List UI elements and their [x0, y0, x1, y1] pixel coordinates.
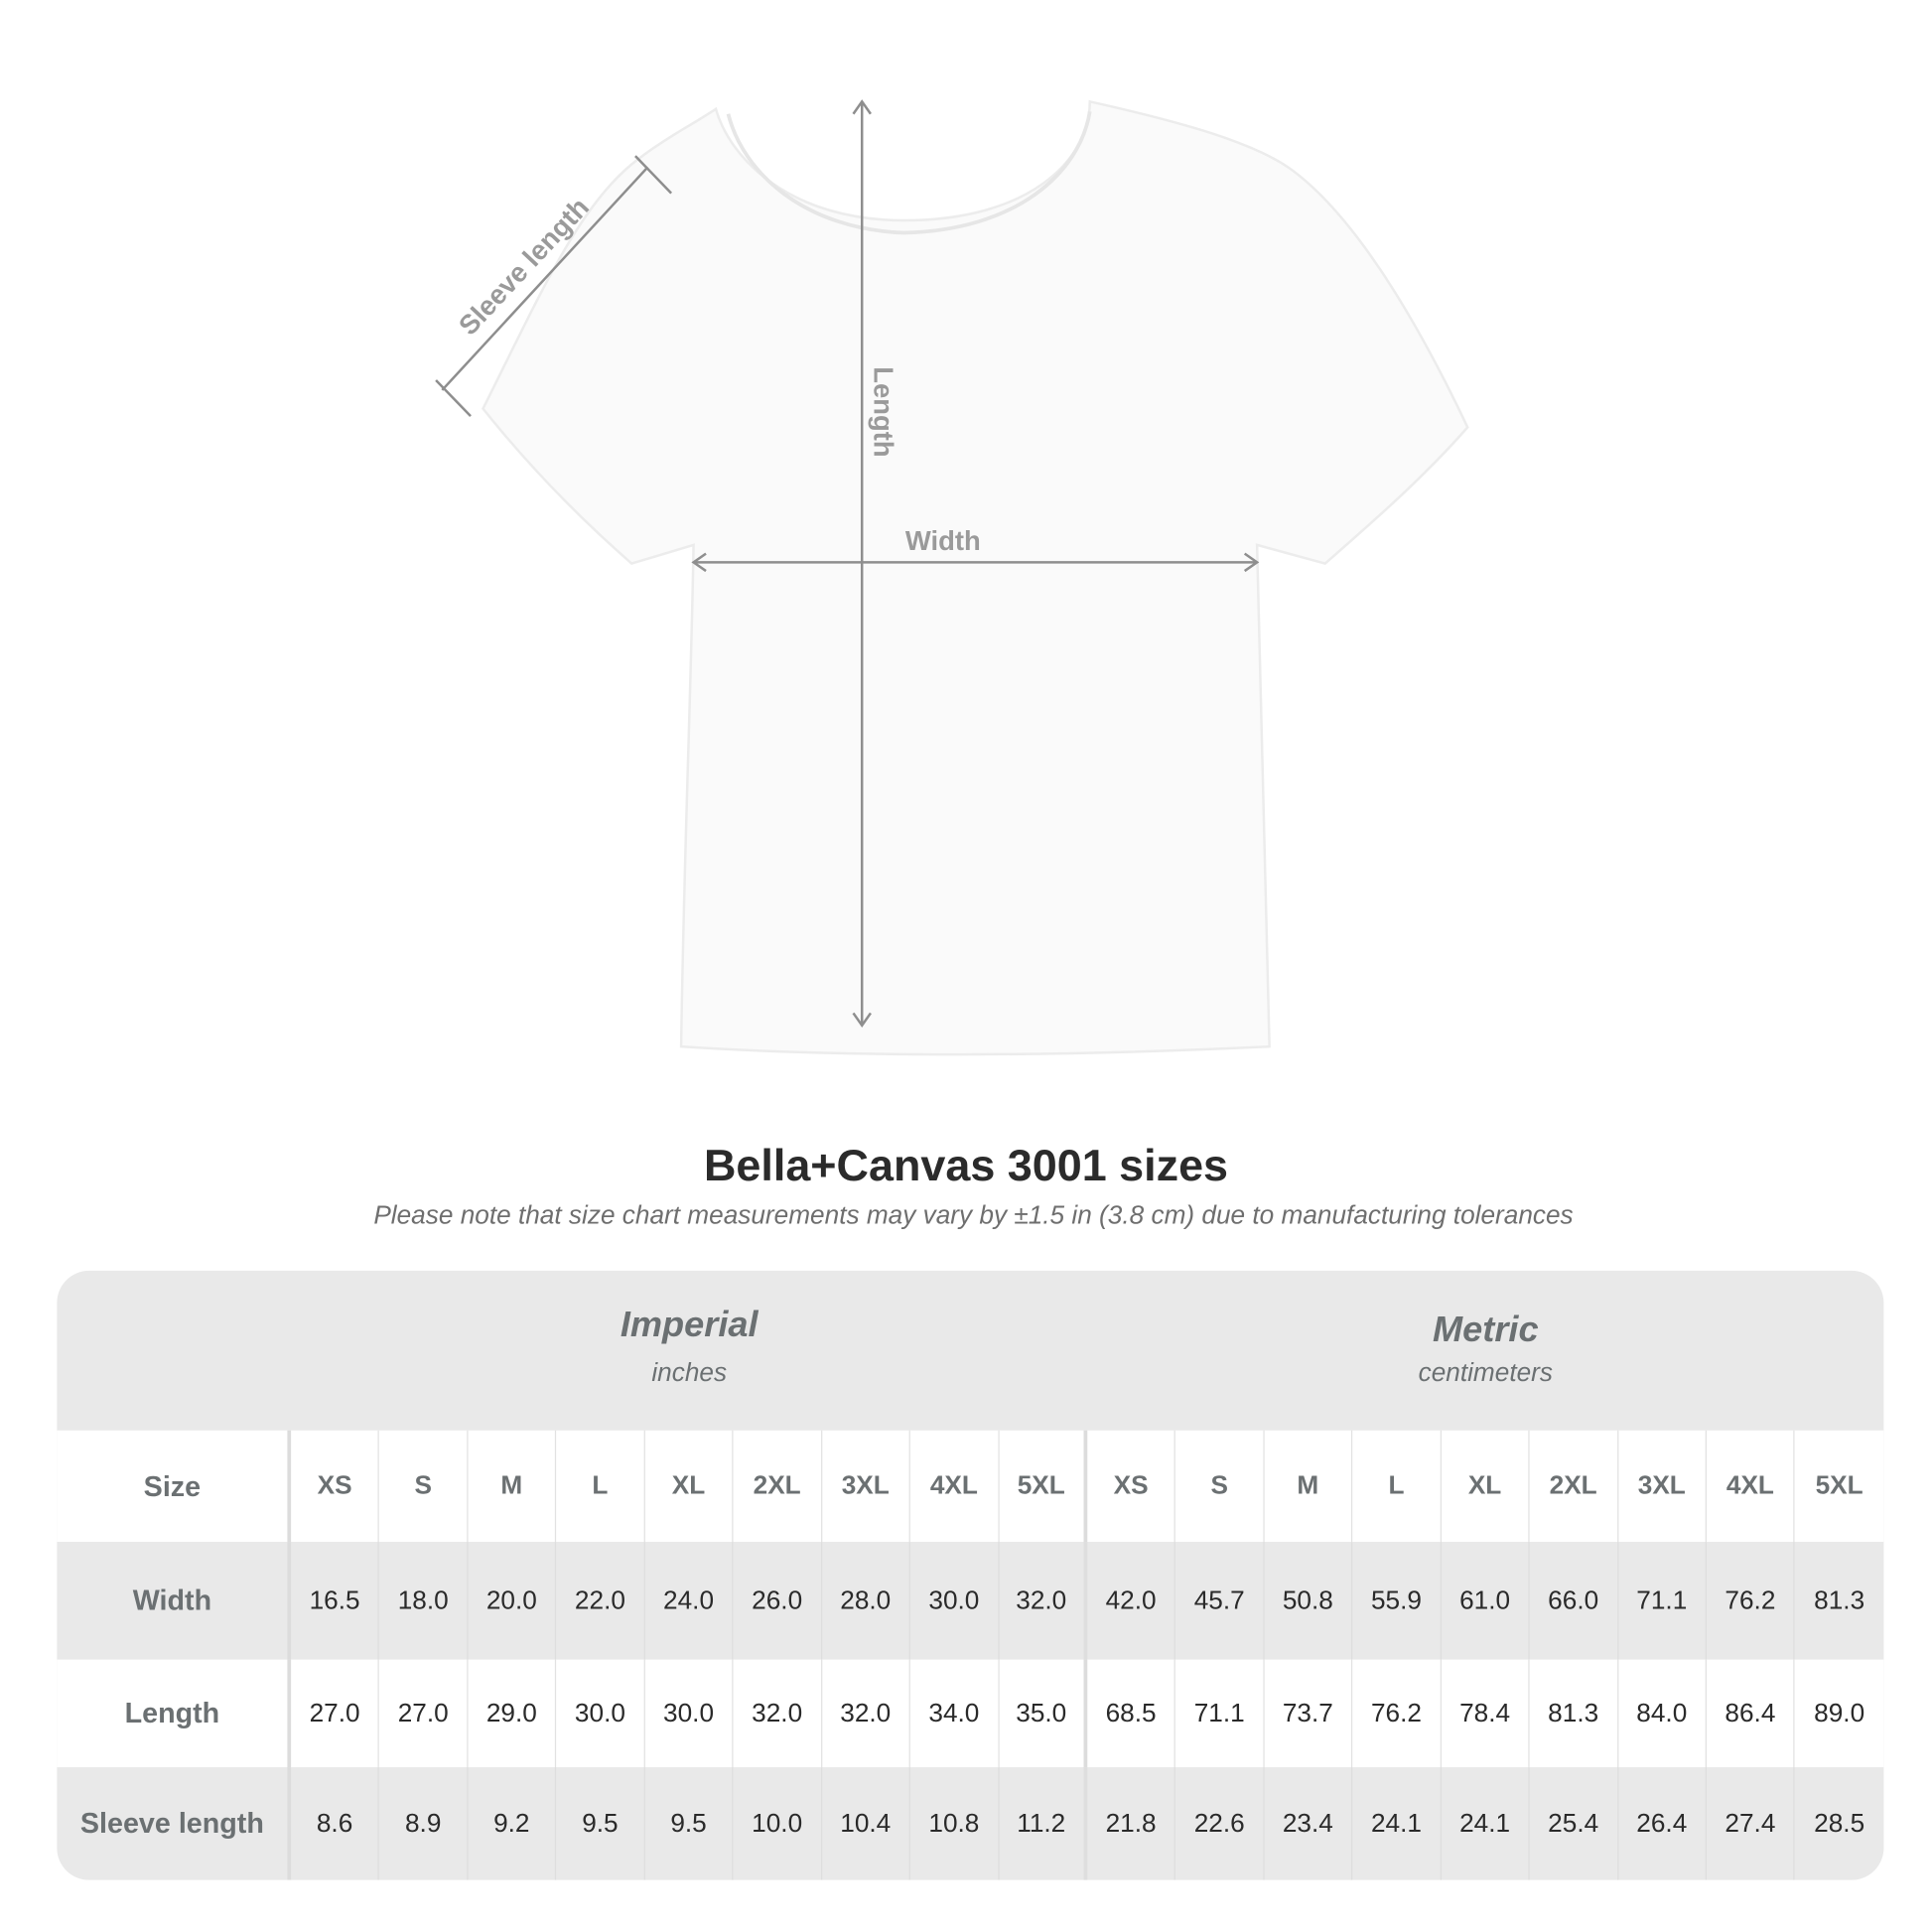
- table-cell: 66.0: [1530, 1542, 1618, 1660]
- row-label: Length: [57, 1659, 292, 1768]
- size-header-cell: XL: [1442, 1430, 1530, 1543]
- table-cell: 27.0: [291, 1659, 380, 1768]
- size-header-cell: 2XL: [1530, 1430, 1618, 1543]
- size-header-cell: 4XL: [1707, 1430, 1796, 1543]
- table-cell: 71.1: [1175, 1659, 1265, 1768]
- table-cell: 11.2: [999, 1767, 1088, 1880]
- table-cell: 24.0: [645, 1542, 734, 1660]
- table-cell: 10.8: [910, 1767, 1000, 1880]
- table-cell: 20.0: [468, 1542, 557, 1660]
- size-header-cell: 5XL: [1815, 1470, 1863, 1500]
- row-label: Size: [57, 1430, 292, 1543]
- size-header-cell: M: [1264, 1430, 1353, 1543]
- table-cell: 81.3: [1814, 1586, 1865, 1615]
- table-cell: 71.1: [1618, 1542, 1707, 1660]
- length-label: Length: [869, 366, 899, 457]
- table-cell: 50.8: [1264, 1542, 1353, 1660]
- table-cell: 45.7: [1175, 1542, 1265, 1660]
- sleeve-arrow: [441, 166, 649, 391]
- metric-unit: centimeters: [1418, 1358, 1553, 1388]
- table-cell: 8.6: [291, 1767, 380, 1880]
- chart-title: Bella+Canvas 3001 sizes: [703, 1139, 1229, 1190]
- table-cell: 21.8: [1087, 1767, 1176, 1880]
- table-cell: 84.0: [1618, 1659, 1707, 1768]
- table-cell: 30.0: [910, 1542, 1000, 1660]
- collar: [726, 110, 1092, 235]
- table-cell: 81.3: [1530, 1659, 1618, 1768]
- table-cell: 24.1: [1442, 1767, 1530, 1880]
- table-cell: 18.0: [379, 1542, 469, 1660]
- width-label: Width: [905, 525, 981, 556]
- table-cell: 30.0: [556, 1659, 645, 1768]
- table-cell: 78.4: [1442, 1659, 1530, 1768]
- size-table: Imperial inches Metric centimeters Size X…: [57, 1270, 1884, 1880]
- table-cell: 42.0: [1087, 1542, 1176, 1660]
- tshirt-diagram: Sleeve length Length Width: [435, 99, 1469, 1056]
- table-cell: 89.0: [1814, 1698, 1865, 1727]
- table-cell: 32.0: [822, 1659, 910, 1768]
- row-label: Sleeve length: [57, 1767, 292, 1880]
- metric-header: Metric centimeters: [1087, 1271, 1883, 1431]
- metric-title: Metric: [1433, 1310, 1539, 1350]
- table-cell: 10.4: [822, 1767, 910, 1880]
- table-cell: 28.0: [822, 1542, 910, 1660]
- table-cell: 32.0: [734, 1659, 822, 1768]
- table-cell: 27.4: [1707, 1767, 1796, 1880]
- table-cell: 26.4: [1618, 1767, 1707, 1880]
- table-cell: 27.0: [379, 1659, 469, 1768]
- row-label: Width: [57, 1542, 292, 1660]
- size-header-cell: 4XL: [910, 1430, 1000, 1543]
- table-cell: 61.0: [1442, 1542, 1530, 1660]
- table-cell: 68.5: [1087, 1659, 1176, 1768]
- table-cell: 8.9: [379, 1767, 469, 1880]
- size-header-cell: XL: [645, 1430, 734, 1543]
- table-cell: 32.0: [999, 1542, 1088, 1660]
- table-cell: 10.0: [734, 1767, 822, 1880]
- imperial-title: Imperial: [620, 1305, 759, 1345]
- imperial-unit: inches: [651, 1358, 728, 1388]
- table-cell: 29.0: [468, 1659, 557, 1768]
- table-cell: 30.0: [645, 1659, 734, 1768]
- size-header-cell: 3XL: [1618, 1430, 1707, 1543]
- size-header-cell: L: [1353, 1430, 1442, 1543]
- table-cell: 35.0: [999, 1659, 1088, 1768]
- table-cell: 28.5: [1814, 1808, 1865, 1838]
- table-row: Width 16.5 18.0 20.0 22.0 24.0 26.0 28.0 30.0 32.…: [57, 1542, 1884, 1660]
- size-header-cell: 3XL: [822, 1430, 910, 1543]
- size-header-row: Size XS S M L XL 2XL 3XL 4XL 5XL XS S M L XL 2XL 3XL 4XL 5…: [57, 1430, 1884, 1543]
- table-cell: 26.0: [734, 1542, 822, 1660]
- table-cell: 16.5: [291, 1542, 380, 1660]
- table-cell: 25.4: [1530, 1767, 1618, 1880]
- table-cell: 76.2: [1707, 1542, 1796, 1660]
- size-header-cell: L: [556, 1430, 645, 1543]
- imperial-header: Imperial inches: [291, 1271, 1087, 1431]
- size-header-cell: 2XL: [734, 1430, 822, 1543]
- table-cell: 9.5: [645, 1767, 734, 1880]
- tshirt-image: [482, 99, 1469, 1056]
- table-cell: 73.7: [1264, 1659, 1353, 1768]
- size-header-cell: 5XL: [999, 1430, 1088, 1543]
- size-header-cell: M: [468, 1430, 557, 1543]
- size-header-cell: S: [379, 1430, 469, 1543]
- tolerance-note: Please note that size chart measurements…: [373, 1201, 1574, 1230]
- table-cell: 34.0: [910, 1659, 1000, 1768]
- size-header-cell: S: [1175, 1430, 1265, 1543]
- table-cell: 76.2: [1353, 1659, 1442, 1768]
- size-header-cell: XS: [291, 1430, 380, 1543]
- size-header-cell: XS: [1087, 1430, 1176, 1543]
- table-row: Length 27.0 27.0 29.0 30.0 30.0 32.0 32.0 34.0 35…: [57, 1659, 1884, 1768]
- table-cell: 22.0: [556, 1542, 645, 1660]
- table-cell: 23.4: [1264, 1767, 1353, 1880]
- table-cell: 22.6: [1175, 1767, 1265, 1880]
- table-cell: 9.5: [556, 1767, 645, 1880]
- table-row: Sleeve length 8.6 8.9 9.2 9.5 9.5 10.0 10.4 10.8…: [57, 1767, 1884, 1880]
- table-cell: 55.9: [1353, 1542, 1442, 1660]
- table-cell: 24.1: [1353, 1767, 1442, 1880]
- table-cell: 86.4: [1707, 1659, 1796, 1768]
- table-cell: 9.2: [468, 1767, 557, 1880]
